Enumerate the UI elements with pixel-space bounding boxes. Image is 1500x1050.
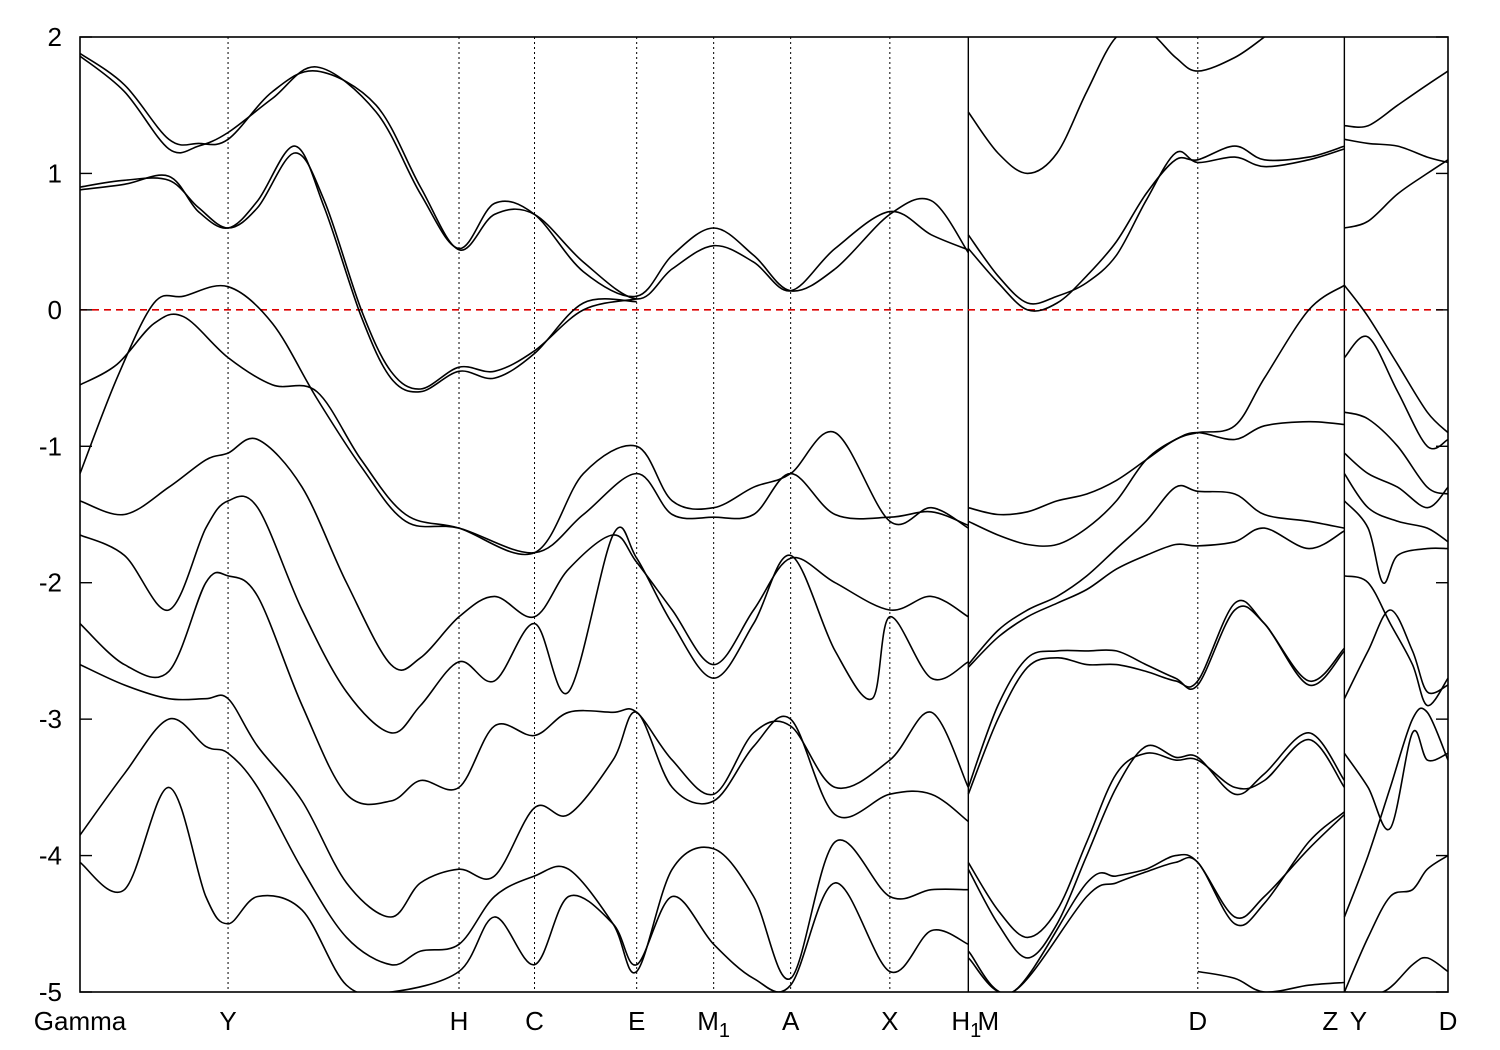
- x-tick-label-subscript: 1: [719, 1020, 730, 1042]
- bands: [80, 37, 1448, 992]
- band-line: [1344, 70, 1448, 128]
- y-tick-label: 2: [48, 22, 62, 52]
- band-line: [1343, 854, 1448, 992]
- band-line: [967, 148, 1345, 305]
- band-line: [967, 599, 1345, 795]
- band-line: [1197, 970, 1345, 992]
- plot-frame: [79, 36, 1449, 993]
- y-tick-label: -2: [39, 568, 62, 598]
- band-line: [1344, 159, 1448, 229]
- x-tick-label: M: [977, 1006, 999, 1036]
- band-line: [1343, 452, 1448, 509]
- band-line: [967, 527, 1345, 668]
- band-line: [1344, 411, 1448, 495]
- x-tick-label-subscript: 1: [970, 1020, 981, 1042]
- band-line: [1343, 473, 1448, 543]
- y-tick-label: 1: [48, 158, 62, 188]
- plot-background: [80, 37, 1448, 992]
- y-axis: 2 1 0 -1 -2 -3 -4 -5: [39, 22, 1448, 1007]
- y-tick-label: -5: [39, 977, 62, 1007]
- band-line: [967, 284, 1345, 547]
- band-line: [1343, 707, 1448, 918]
- band-line: [967, 731, 1346, 959]
- band-line: [80, 717, 969, 980]
- band-line: [967, 811, 1345, 992]
- band-line: [80, 786, 969, 992]
- band-line: [80, 52, 969, 300]
- band-line: [967, 738, 1346, 939]
- x-tick-label: Gamma: [34, 1006, 127, 1036]
- band-line: [80, 571, 970, 806]
- band-line: [1343, 335, 1448, 450]
- band-line: [80, 437, 969, 671]
- x-tick-label: A: [782, 1006, 800, 1036]
- x-tick-label: Y: [1350, 1006, 1367, 1036]
- band-line: [1343, 284, 1448, 434]
- band-line: [1344, 956, 1448, 992]
- band-line: [80, 663, 969, 918]
- band-line: [1343, 500, 1448, 584]
- kpoint-lines: [227, 37, 1346, 992]
- y-tick-label: -4: [39, 841, 62, 871]
- band-line: [967, 814, 1345, 992]
- band-line: [1343, 729, 1448, 831]
- band-line: [80, 55, 969, 298]
- band-line: [80, 313, 969, 556]
- band-line: [80, 284, 969, 554]
- y-tick-label: 0: [48, 295, 62, 325]
- x-tick-label: X: [881, 1006, 898, 1036]
- x-tick-label: E: [628, 1006, 645, 1036]
- x-tick-label: D: [1188, 1006, 1207, 1036]
- band-line: [1344, 138, 1448, 164]
- y-tick-label: -1: [39, 431, 62, 461]
- x-tick-label: C: [525, 1006, 544, 1036]
- x-tick-label: Z: [1322, 1006, 1338, 1036]
- x-tick-label: Y: [219, 1006, 236, 1036]
- y-tick-label: -3: [39, 704, 62, 734]
- x-tick-label: M1: [697, 1006, 730, 1042]
- x-tick-label: H: [450, 1006, 469, 1036]
- band-line: [1343, 609, 1448, 700]
- band-line: [967, 145, 1345, 312]
- x-axis: Gamma Y H C E M1 A X H1M D Z Y D: [34, 1006, 1458, 1042]
- band-line: [80, 495, 969, 734]
- band-line: [1344, 575, 1448, 707]
- band-line: [80, 145, 637, 393]
- band-line: [967, 484, 1345, 666]
- x-tick-label: D: [1439, 1006, 1458, 1036]
